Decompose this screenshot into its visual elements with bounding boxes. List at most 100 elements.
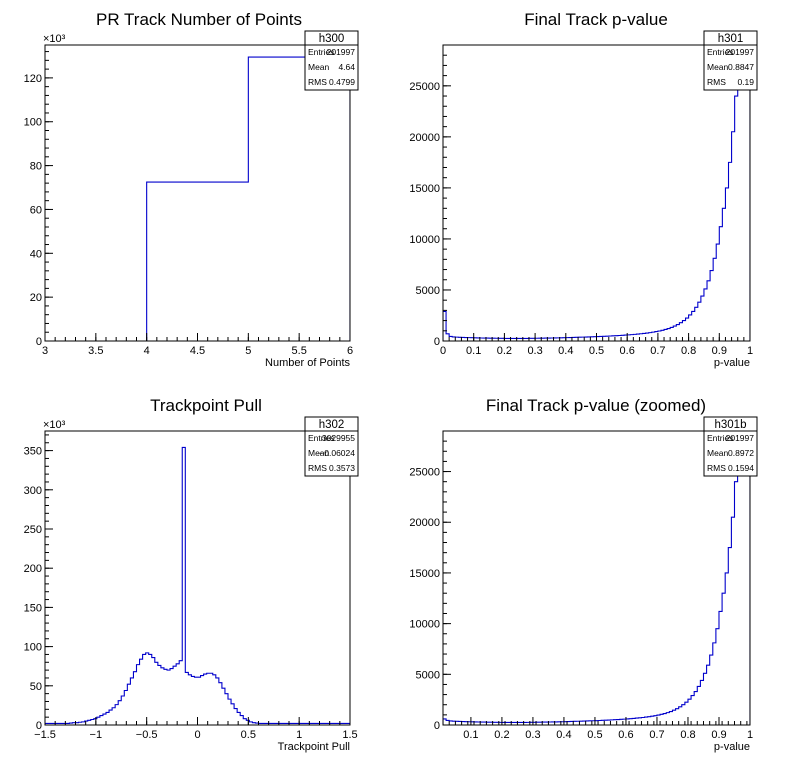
stats-key: Mean [707, 448, 729, 458]
y-multiplier: ×10³ [43, 419, 66, 431]
x-tick-label: 0.5 [589, 345, 604, 357]
stats-value: 201997 [726, 47, 755, 57]
x-tick-label: 0 [194, 729, 200, 741]
histogram-series [45, 56, 350, 341]
x-tick-label: 0.1 [466, 345, 481, 357]
y-tick-label: 300 [24, 485, 42, 497]
y-tick-label: 100 [24, 642, 42, 654]
stats-value: 0.4799 [329, 77, 355, 87]
y-tick-label: 60 [30, 204, 42, 216]
y-tick-label: 50 [30, 681, 42, 693]
stats-key: Mean [707, 62, 729, 72]
x-tick-label: 0 [440, 345, 446, 357]
histogram-pad-2: −1.5 −1 −0.5 0 0.5 1 1.5 0 50 100 150 200 250 300 350 ×… [24, 396, 359, 753]
stats-box-name: h302 [319, 419, 345, 431]
y-tick-label: 100 [24, 117, 42, 129]
stats-box-frame [703, 416, 758, 477]
y-tick-label: 10000 [409, 619, 440, 631]
x-tick-label: 0.1 [463, 729, 478, 741]
x-tick-label: 0.2 [497, 345, 512, 357]
x-tick-label: 0.9 [711, 729, 726, 741]
x-tick-label: 0.8 [680, 729, 695, 741]
stats-box-name: h300 [319, 33, 345, 45]
y-tick-label: 20000 [409, 132, 440, 144]
x-tick-label: 1.5 [342, 729, 357, 741]
stats-value: 0.3573 [329, 463, 355, 473]
stats-value: 3029955 [322, 433, 355, 443]
x-tick-label: 3 [42, 345, 48, 357]
y-tick-label: 250 [24, 524, 42, 536]
stats-key: RMS [308, 77, 327, 87]
stats-key: RMS [707, 77, 726, 87]
stats-box-frame [304, 416, 359, 477]
y-tick-label: 200 [24, 563, 42, 575]
stats-value: −0.06024 [319, 448, 355, 458]
stats-value: 0.1594 [728, 463, 754, 473]
plot-frame [442, 430, 751, 726]
y-tick-label: 5000 [416, 285, 440, 297]
histogram-pad-1: 0 0.1 0.2 0.3 0.4 0.5 0.6 0.7 0.8 0.9 1 0 5000 10000 1… [409, 10, 758, 369]
y-tick-label: 0 [434, 720, 440, 732]
y-tick-label: 20 [30, 292, 42, 304]
stats-key: Entries [707, 47, 733, 57]
y-tick-label: 15000 [409, 183, 440, 195]
y-tick-label: 80 [30, 161, 42, 173]
x-tick-label: 4 [144, 345, 150, 357]
y-tick-label: 350 [24, 446, 42, 458]
x-tick-label: −1 [90, 729, 103, 741]
x-tick-label: 0.2 [494, 729, 509, 741]
y-tick-label: 25000 [409, 467, 440, 479]
x-tick-label: 0.3 [525, 729, 540, 741]
stats-box-name: h301 [718, 33, 744, 45]
x-tick-label: 6 [347, 345, 353, 357]
stats-key: RMS [308, 463, 327, 473]
stats-key: Entries [707, 433, 733, 443]
y-tick-label: 15000 [409, 568, 440, 580]
stats-key: Entries [308, 47, 334, 57]
x-tick-label: 0.5 [241, 729, 256, 741]
x-tick-label: 0.3 [527, 345, 542, 357]
chart-title: Final Track p-value (zoomed) [486, 396, 706, 415]
y-tick-label: 120 [24, 73, 42, 85]
x-tick-label: 0.4 [558, 345, 573, 357]
y-tick-label: 20000 [409, 517, 440, 529]
stats-key: Entries [308, 433, 334, 443]
x-axis-label: Number of Points [265, 357, 350, 369]
y-tick-label: 0 [36, 720, 42, 732]
chart-title: Final Track p-value [524, 10, 668, 29]
stats-value: 0.19 [737, 77, 754, 87]
stats-value: 201997 [726, 433, 755, 443]
stats-value: 201997 [327, 47, 356, 57]
x-tick-label: −1.5 [34, 729, 56, 741]
chart-title: Trackpoint Pull [150, 396, 262, 415]
x-tick-label: 1 [747, 729, 753, 741]
y-tick-label: 25000 [409, 81, 440, 93]
x-tick-label: 5 [245, 345, 251, 357]
y-tick-label: 0 [36, 336, 42, 348]
y-tick-label: 0 [434, 336, 440, 348]
stats-box-name: h301b [715, 419, 747, 431]
x-tick-label: 0.9 [712, 345, 727, 357]
y-tick-label: 10000 [409, 234, 440, 246]
y-multiplier: ×10³ [43, 33, 66, 45]
y-tick-label: 40 [30, 248, 42, 260]
x-tick-label: 0.6 [620, 345, 635, 357]
x-tick-label: 4.5 [190, 345, 205, 357]
x-tick-label: 1 [747, 345, 753, 357]
x-tick-label: 0.7 [649, 729, 664, 741]
stats-value: 0.8847 [728, 62, 754, 72]
x-tick-label: 0.7 [650, 345, 665, 357]
x-tick-label: 3.5 [88, 345, 103, 357]
stats-key: RMS [707, 463, 726, 473]
stats-key: Mean [308, 448, 330, 458]
x-axis-label: p-value [714, 357, 750, 369]
stats-value: 0.8972 [728, 448, 754, 458]
x-axis-label: p-value [714, 741, 750, 753]
y-tick-label: 150 [24, 602, 42, 614]
